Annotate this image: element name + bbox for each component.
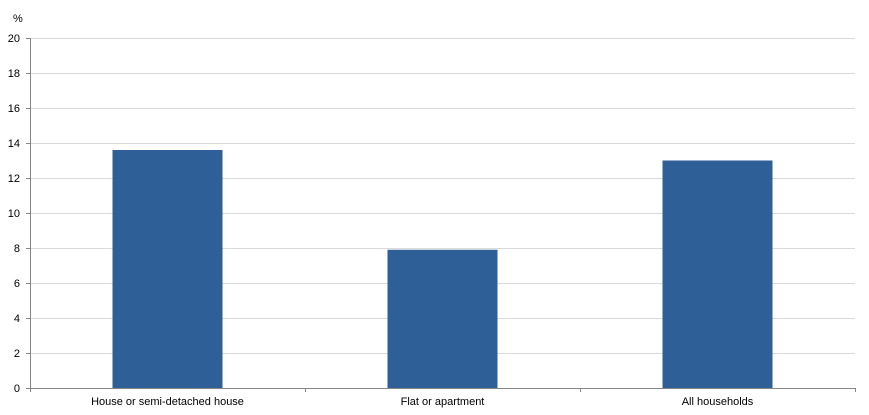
y-tick-label: 4 <box>14 313 20 325</box>
y-axis-tick-labels: 0 2 4 6 8 10 12 14 16 18 20 <box>8 33 30 395</box>
y-tick-label: 10 <box>8 208 20 220</box>
y-tick-label: 18 <box>8 68 20 80</box>
y-tick-label: 16 <box>8 103 20 115</box>
y-axis-unit-label: % <box>13 13 23 25</box>
y-tick-label: 20 <box>8 33 20 45</box>
bar-house-or-semi-detached-house <box>112 150 223 388</box>
x-category-label: All households <box>682 396 754 408</box>
x-category-label: Flat or apartment <box>401 396 485 408</box>
bar-flat-or-apartment <box>387 249 498 388</box>
x-axis-ticks <box>30 388 856 392</box>
y-tick-label: 6 <box>14 278 20 290</box>
y-tick-label: 2 <box>14 348 20 360</box>
y-tick-label: 8 <box>14 243 20 255</box>
x-axis-category-labels: House or semi-detached house Flat or apar… <box>91 396 754 408</box>
y-tick-label: 0 <box>14 383 20 395</box>
x-category-label: House or semi-detached house <box>91 396 244 408</box>
bar-all-households <box>662 160 773 388</box>
y-tick-label: 14 <box>8 138 20 150</box>
bars <box>112 150 773 388</box>
y-tick-label: 12 <box>8 173 20 185</box>
